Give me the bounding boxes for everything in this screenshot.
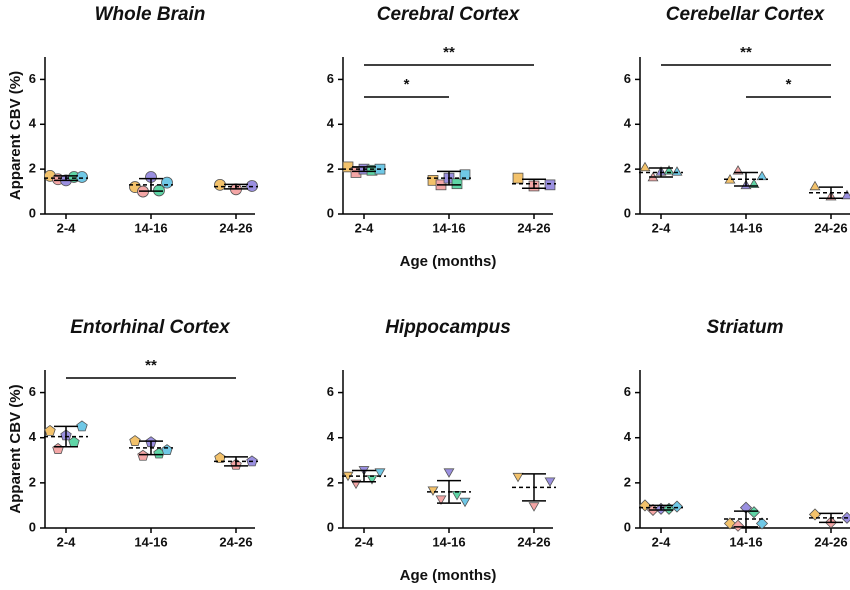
y-axis-label: Apparent CBV (%) — [7, 384, 24, 513]
panel-title: Entorhinal Cortex — [70, 317, 231, 338]
x-tick-label: 2-4 — [652, 534, 672, 549]
y-tick-label: 4 — [29, 429, 37, 444]
y-tick-label: 2 — [624, 474, 631, 489]
panel-title: Cerebellar Cortex — [666, 4, 826, 25]
x-tick-label: 14-16 — [432, 534, 465, 549]
y-tick-label: 4 — [624, 429, 632, 444]
y-tick-label: 6 — [624, 71, 631, 86]
panel-title: Striatum — [706, 317, 783, 338]
data-point — [45, 425, 55, 435]
data-point — [162, 177, 173, 188]
data-point — [69, 437, 79, 447]
y-tick-label: 4 — [29, 116, 37, 131]
y-tick-label: 4 — [624, 116, 632, 131]
x-axis-label: Age (months) — [400, 567, 497, 584]
y-tick-label: 4 — [327, 429, 335, 444]
y-tick-label: 0 — [327, 205, 334, 220]
x-tick-label: 24-26 — [814, 534, 847, 549]
y-tick-label: 0 — [624, 519, 631, 534]
significance-label: ** — [145, 357, 157, 374]
x-axis-label: Age (months) — [400, 253, 497, 270]
x-tick-label: 2-4 — [57, 220, 77, 235]
y-tick-label: 0 — [624, 205, 631, 220]
y-tick-label: 2 — [29, 474, 36, 489]
x-tick-label: 24-26 — [219, 220, 252, 235]
data-point — [513, 473, 523, 481]
x-tick-label: 14-16 — [134, 534, 167, 549]
data-point — [529, 503, 539, 511]
data-point — [53, 444, 63, 454]
data-point — [130, 436, 140, 446]
significance-label: * — [786, 76, 792, 93]
data-point — [428, 487, 438, 495]
data-point — [77, 171, 88, 182]
x-tick-label: 2-4 — [652, 220, 672, 235]
y-tick-label: 2 — [624, 161, 631, 176]
data-point — [444, 469, 454, 477]
panel-title: Whole Brain — [95, 4, 206, 25]
y-tick-label: 0 — [29, 205, 36, 220]
significance-label: ** — [443, 44, 455, 61]
significance-label: ** — [740, 44, 752, 61]
data-point — [77, 421, 87, 431]
data-point — [215, 179, 226, 190]
y-tick-label: 2 — [327, 474, 334, 489]
data-point — [810, 182, 820, 190]
y-tick-label: 0 — [327, 519, 334, 534]
x-tick-label: 24-26 — [517, 534, 550, 549]
y-tick-label: 0 — [29, 519, 36, 534]
x-tick-label: 14-16 — [134, 220, 167, 235]
y-tick-label: 6 — [29, 71, 36, 86]
panel-title: Hippocampus — [385, 317, 511, 338]
y-axis-label: Apparent CBV (%) — [7, 71, 24, 200]
panel-title: Cerebral Cortex — [377, 4, 521, 25]
data-point — [460, 498, 470, 506]
y-tick-label: 6 — [29, 384, 36, 399]
x-tick-label: 24-26 — [814, 220, 847, 235]
x-tick-label: 14-16 — [729, 534, 762, 549]
x-tick-label: 14-16 — [729, 220, 762, 235]
y-tick-label: 6 — [327, 384, 334, 399]
data-point — [545, 478, 555, 486]
x-tick-label: 2-4 — [57, 534, 77, 549]
y-tick-label: 6 — [624, 384, 631, 399]
y-tick-label: 4 — [327, 116, 335, 131]
y-tick-label: 2 — [29, 161, 36, 176]
x-tick-label: 14-16 — [432, 220, 465, 235]
data-point — [842, 191, 850, 199]
x-tick-label: 24-26 — [219, 534, 252, 549]
data-point — [452, 179, 462, 189]
y-tick-label: 6 — [327, 71, 334, 86]
x-tick-label: 2-4 — [355, 220, 375, 235]
data-point — [672, 167, 682, 175]
data-point — [545, 180, 555, 190]
data-point — [162, 445, 172, 455]
significance-label: * — [404, 76, 410, 93]
data-point — [513, 173, 523, 183]
x-tick-label: 24-26 — [517, 220, 550, 235]
x-tick-label: 2-4 — [355, 534, 375, 549]
y-tick-label: 2 — [327, 161, 334, 176]
data-point — [640, 163, 650, 171]
